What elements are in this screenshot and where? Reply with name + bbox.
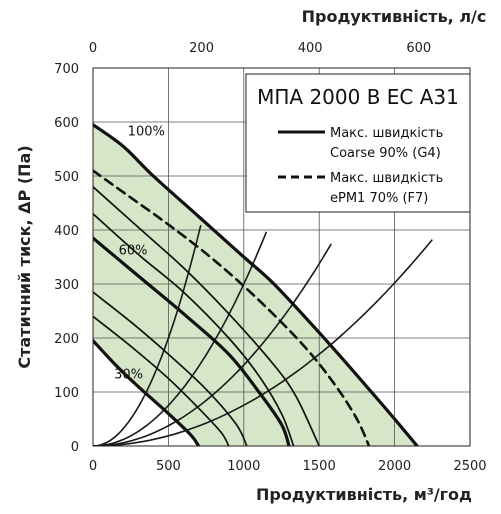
- y-tick-label-5: 500: [54, 170, 79, 185]
- chart-title: МПА 2000 В ЕС А31: [257, 85, 459, 109]
- fan-curve-0: [93, 123, 419, 446]
- x-tick-label-3: 1500: [303, 459, 336, 474]
- fan-curve-7: [93, 339, 201, 446]
- legend-item-1-line1: Макс. швидкість: [330, 126, 443, 141]
- x-tick-label-0: 0: [89, 459, 97, 474]
- x2-tick-label-0: 0: [89, 41, 97, 56]
- y-tick-label-1: 100: [54, 386, 79, 401]
- legend-item-2-line2: ePM1 70% (F7): [330, 191, 428, 206]
- y-tick-label-6: 600: [54, 116, 79, 131]
- speed-labels: 100% 60% 30%: [114, 125, 165, 383]
- top-axis-title: Продуктивність, л/с: [302, 7, 487, 26]
- bottom-axis-title: Продуктивність, м³/год: [256, 485, 472, 504]
- fan-curve-2: [93, 185, 321, 446]
- legend-item-2-line1: Макс. швидкість: [330, 171, 443, 186]
- legend-box: МПА 2000 В ЕС А31 Макс. швидкість Coarse…: [245, 73, 471, 213]
- x-tick-label-2: 1000: [227, 459, 260, 474]
- fan-curve-4: [93, 236, 291, 446]
- speed-label-7: 30%: [114, 368, 143, 383]
- x2-tick-label-1: 200: [189, 41, 214, 56]
- operating-area-fill: [93, 124, 418, 446]
- fan-curves: [93, 123, 419, 446]
- y-axis-title: Статичний тиск, ΔP (Па): [15, 145, 34, 368]
- x2-tick-label-3: 600: [406, 41, 431, 56]
- fan-curve-3: [93, 212, 295, 446]
- y-tick-label-7: 700: [54, 62, 79, 77]
- system-curve-2: [93, 231, 268, 446]
- legend-item-1-line2: Coarse 90% (G4): [330, 146, 441, 161]
- y-tick-label-4: 400: [54, 224, 79, 239]
- x-tick-label-5: 2500: [453, 459, 486, 474]
- speed-label-4: 60%: [119, 243, 148, 258]
- y-tick-label-2: 200: [54, 332, 79, 347]
- tick-labels: 0 500 1000 1500 2000 2500 0 200 400 600 0 100 200 300…: [54, 41, 486, 474]
- legend-background: [245, 73, 471, 213]
- x2-tick-label-2: 400: [298, 41, 323, 56]
- x-tick-label-1: 500: [156, 459, 181, 474]
- x-tick-label-4: 2000: [378, 459, 411, 474]
- fan-curve-5: [93, 291, 248, 446]
- plot-frame: [92, 67, 471, 447]
- y-tick-label-0: 0: [71, 440, 79, 455]
- fan-curve-6: [93, 315, 230, 446]
- speed-label-0: 100%: [128, 125, 165, 140]
- fan-curve-1: [93, 169, 371, 446]
- y-tick-label-3: 300: [54, 278, 79, 293]
